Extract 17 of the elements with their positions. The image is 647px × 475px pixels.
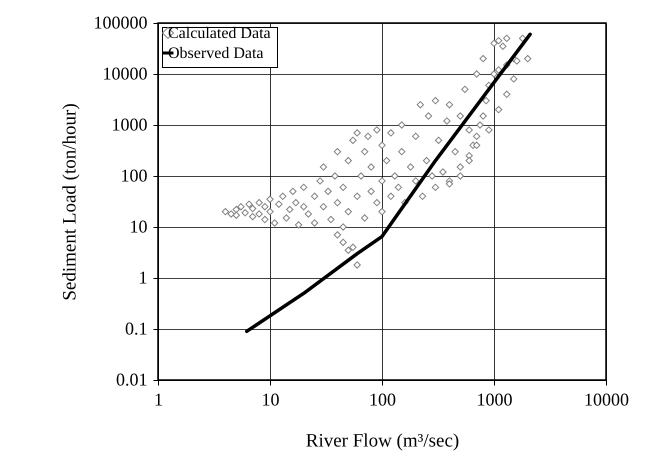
x-tick-label: 100	[369, 390, 396, 410]
y-tick-label: 10	[130, 216, 148, 236]
x-tick-label: 1000	[476, 390, 512, 410]
x-tick-label: 10	[262, 390, 280, 410]
x-axis-title: River Flow (m³/sec)	[306, 430, 460, 452]
y-axis-title: Sediment Load (ton/hour)	[60, 103, 80, 301]
y-tick-label: 1	[138, 268, 148, 288]
y-tick-label: 100000	[94, 12, 148, 32]
x-tick-label: 10000	[584, 390, 629, 410]
x-tick-label: 1	[154, 390, 163, 410]
y-tick-label: 1000	[112, 114, 148, 134]
y-tick-label: 0.1	[125, 318, 148, 338]
y-tick-label: 100	[120, 166, 148, 186]
legend-label: Calculated Data	[168, 25, 271, 42]
y-tick-label: 0.01	[116, 370, 148, 390]
y-tick-label: 10000	[102, 64, 148, 84]
legend-label: Observed Data	[168, 45, 264, 62]
